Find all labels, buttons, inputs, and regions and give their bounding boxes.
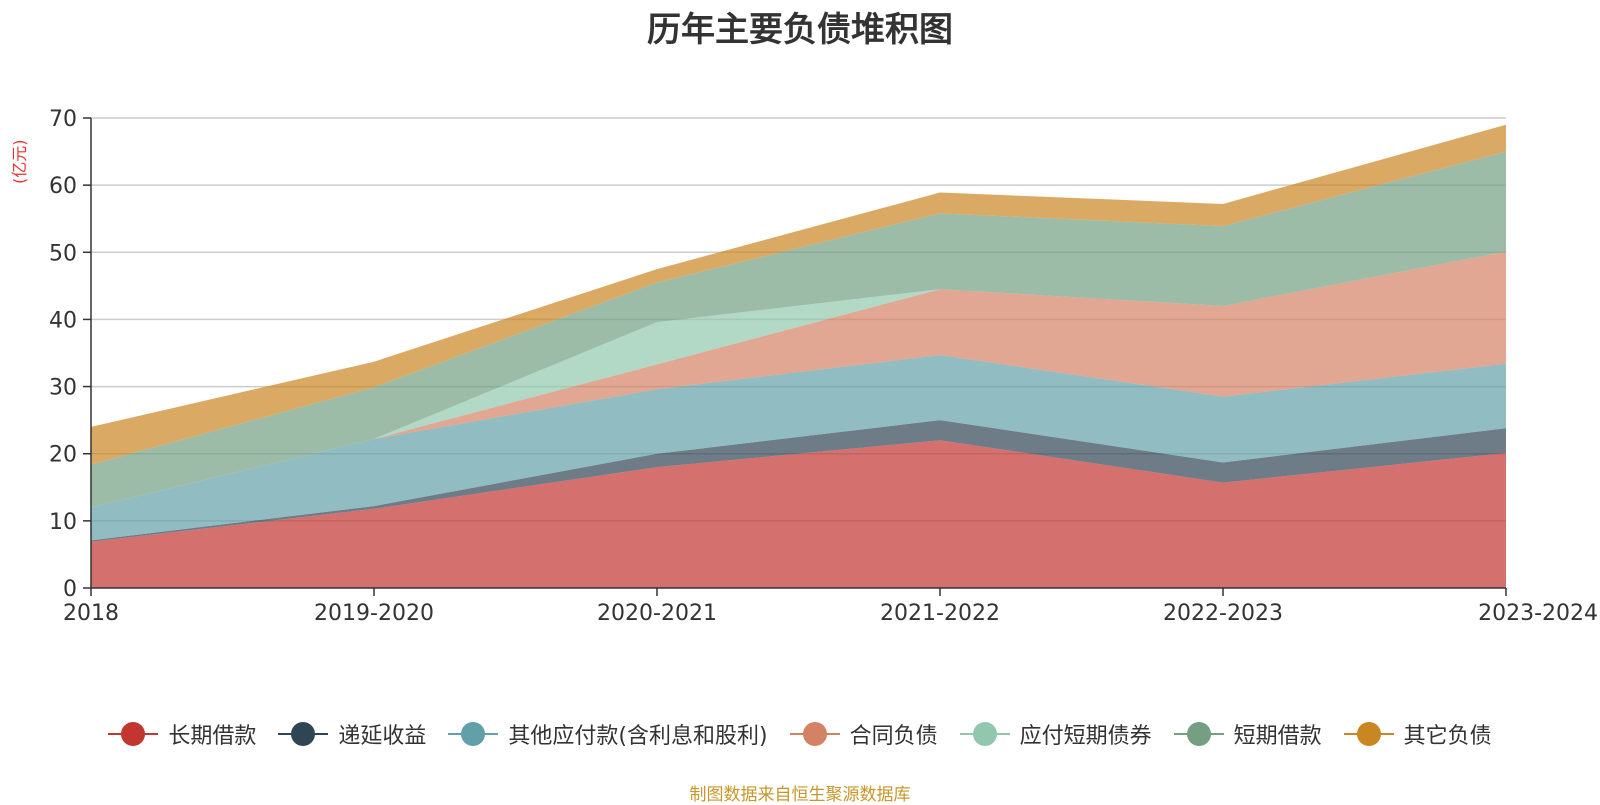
axes: 0 10 20 30 40 50 60 70 2018 2019-2020 2020-2021 202… (49, 107, 1598, 626)
area-series-3[interactable] (91, 251, 1506, 508)
legend-label: 合同负债 (849, 724, 938, 749)
x-tick-label-5: 2023-2024 (1478, 601, 1598, 626)
legend-swatch-icon (1173, 722, 1224, 746)
legend-item-0[interactable]: 长期借款 (108, 718, 256, 750)
x-tick-label-2: 2020-2021 (597, 601, 717, 626)
legend-swatch-icon (959, 722, 1010, 746)
area-series-6[interactable] (91, 124, 1506, 465)
source-note: 制图数据来自恒生聚源数据库 (689, 785, 911, 805)
y-tick-label-2: 20 (49, 443, 77, 468)
legend-swatch-icon (278, 722, 329, 746)
legend-item-1[interactable]: 递延收益 (278, 718, 426, 750)
x-tick-label-0: 2018 (63, 601, 119, 626)
area-series-5[interactable] (91, 151, 1506, 508)
y-tick-label-1: 10 (49, 510, 77, 535)
x-tick-label-1: 2019-2020 (314, 601, 434, 626)
legend-item-3[interactable]: 合同负债 (789, 718, 938, 750)
y-tick-label-5: 50 (49, 241, 77, 266)
area-series-2[interactable] (91, 355, 1506, 541)
y-tick-label-3: 30 (49, 376, 77, 401)
x-tick-label-3: 2021-2022 (880, 601, 1000, 626)
y-tick-label-7: 70 (49, 107, 77, 132)
legend-label: 短期借款 (1233, 724, 1322, 749)
legend-item-5[interactable]: 短期借款 (1173, 718, 1322, 750)
area-series-1[interactable] (91, 420, 1506, 542)
legend-swatch-icon (1343, 722, 1394, 746)
y-tick-label-4: 40 (49, 308, 77, 333)
area-series-0[interactable] (91, 440, 1506, 588)
legend-label: 长期借款 (168, 724, 257, 749)
legend-label: 应付短期债券 (1019, 724, 1152, 749)
legend-item-2[interactable]: 其他应付款(含利息和股利) (448, 718, 768, 750)
x-tick-label-4: 2022-2023 (1163, 601, 1283, 626)
legend: 长期借款 递延收益 其他应付款(含利息和股利) 合同负债 应付短期债券 短期借款 其它负债 (0, 718, 1600, 750)
legend-label: 其他应付款(含利息和股利) (508, 724, 768, 749)
y-tick-label-6: 60 (49, 174, 77, 199)
area-series (91, 124, 1506, 588)
legend-swatch-icon (108, 722, 159, 746)
legend-item-6[interactable]: 其它负债 (1343, 718, 1492, 750)
legend-swatch-icon (789, 722, 840, 746)
y-tick-label-0: 0 (63, 577, 77, 602)
legend-label: 递延收益 (338, 724, 427, 749)
legend-item-4[interactable]: 应付短期债券 (959, 718, 1152, 750)
legend-label: 其它负债 (1403, 724, 1492, 749)
chart-title: 历年主要负债堆积图 (647, 10, 953, 50)
legend-swatch-icon (448, 722, 499, 746)
